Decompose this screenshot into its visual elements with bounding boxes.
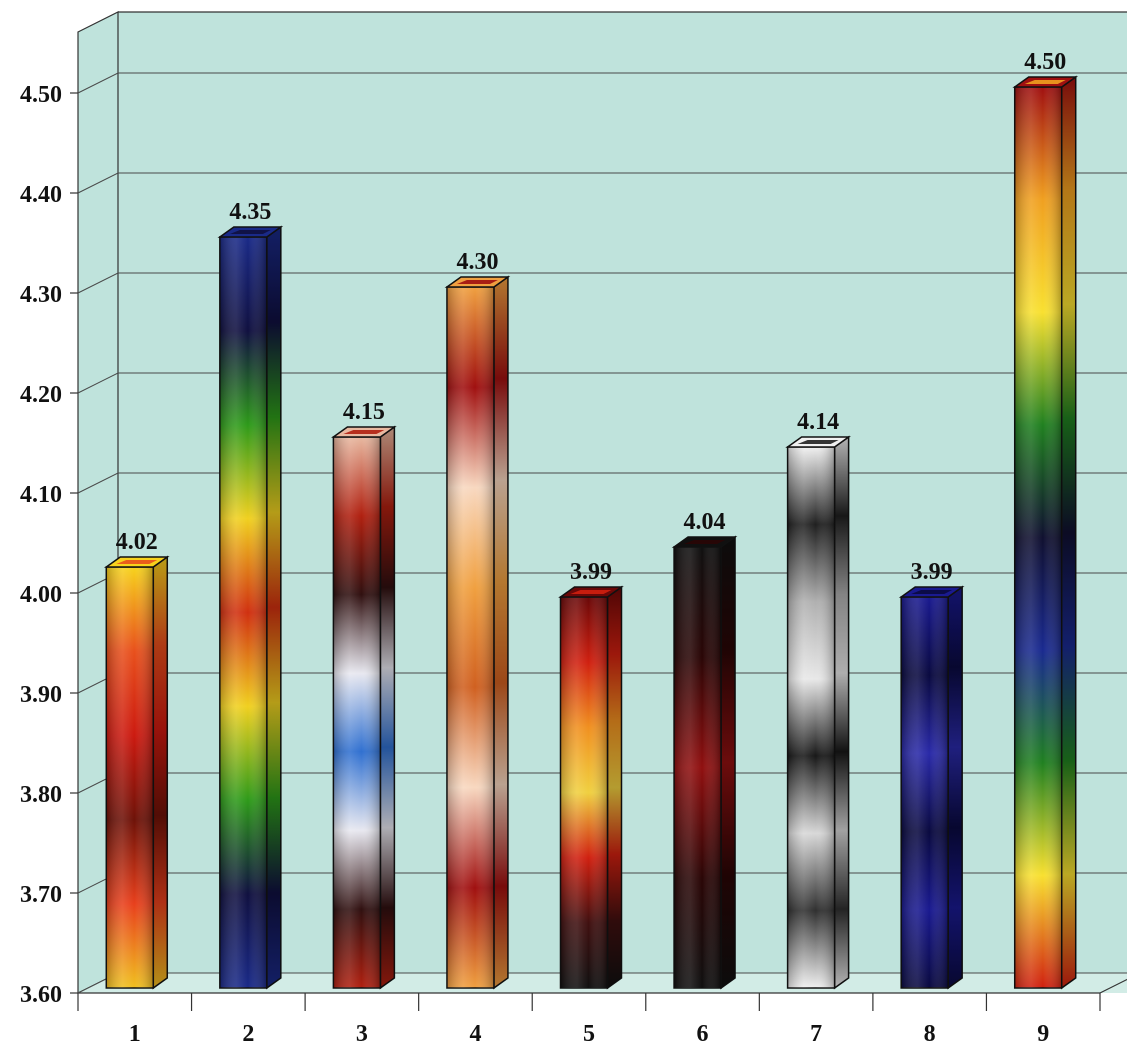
bar-top-highlight [116, 560, 158, 564]
bar-front-shade [106, 567, 154, 988]
x-tick-label: 5 [583, 1021, 595, 1044]
gridline [77, 172, 1127, 194]
x-tick-label: 9 [1037, 1021, 1049, 1044]
axes: 3.60 3.70 3.80 3.90 4.00 4.10 4.20 4.30 4.40 4.50… [20, 82, 1101, 1047]
bar-side-shade [1061, 77, 1076, 988]
data-label: 4.50 [1024, 49, 1066, 75]
y-tick-label: 4.30 [20, 282, 62, 308]
y-tick-label: 4.20 [20, 382, 62, 408]
data-label: 4.04 [684, 509, 726, 535]
y-tick-label: 4.00 [20, 582, 62, 608]
bar [331, 425, 397, 990]
gridline [77, 72, 1127, 94]
bar [1012, 75, 1079, 990]
bar-side-shade [721, 537, 736, 988]
bar-front-shade [560, 597, 608, 988]
data-label: 4.02 [116, 529, 158, 555]
x-tick-label: 8 [924, 1021, 936, 1044]
bar-side-shade [607, 587, 622, 988]
bar-front-shade [446, 287, 494, 988]
x-tick-label: 2 [242, 1021, 254, 1044]
bar [671, 535, 738, 990]
y-tick-label: 3.60 [20, 982, 62, 1008]
bar [558, 585, 624, 990]
gridline [77, 372, 1127, 394]
data-label: 3.99 [570, 559, 612, 585]
x-tick-label: 6 [697, 1021, 709, 1044]
bar [217, 225, 284, 990]
y-tick-label: 3.70 [20, 882, 62, 908]
bar-top-highlight [911, 590, 953, 594]
bar-top-highlight [456, 280, 498, 284]
gridline [77, 272, 1127, 294]
y-tick-label: 4.10 [20, 482, 62, 508]
y-tick-label: 4.50 [20, 82, 62, 108]
bar-top-highlight [570, 590, 612, 594]
data-label: 4.35 [229, 199, 271, 225]
bar-side-shade [380, 427, 395, 988]
y-tick-label: 4.40 [20, 182, 62, 208]
data-label: 4.15 [343, 399, 385, 425]
bar-side-shade [493, 277, 508, 988]
x-tick-label: 7 [810, 1021, 822, 1044]
data-label: 4.30 [456, 249, 498, 275]
bar [103, 555, 170, 990]
bar-top-highlight [797, 440, 839, 444]
bar [785, 435, 851, 990]
x-tick-label: 1 [129, 1021, 141, 1044]
bars [103, 75, 1079, 990]
bar-side-shade [153, 557, 168, 988]
bar-front-shade [1014, 87, 1062, 988]
bar-side-shade [948, 587, 963, 988]
bar-top-highlight [343, 430, 385, 434]
bar-side-shade [834, 437, 849, 988]
bar-front-shade [787, 447, 835, 988]
bar-front-shade [333, 437, 381, 988]
data-labels: 4.02 4.35 4.15 4.30 3.99 4.04 4.14 3.99 4.50 [116, 49, 1066, 585]
bar [444, 275, 511, 990]
bar-front-shade [674, 547, 722, 988]
bar-top-highlight [684, 540, 726, 544]
bar-front-shade [219, 237, 267, 988]
bar-top-highlight [229, 230, 271, 234]
y-tick-label: 3.90 [20, 682, 62, 708]
bar-side-shade [266, 227, 281, 988]
x-tick-label: 4 [469, 1021, 481, 1044]
bar-top-highlight [1024, 80, 1066, 84]
bar-front-shade [901, 597, 949, 988]
y-tick-label: 3.80 [20, 782, 62, 808]
data-label: 3.99 [911, 559, 953, 585]
data-label: 4.14 [797, 409, 839, 435]
bar [898, 585, 965, 990]
floor-right-edge [1099, 978, 1127, 994]
x-tick-label: 3 [356, 1021, 368, 1044]
